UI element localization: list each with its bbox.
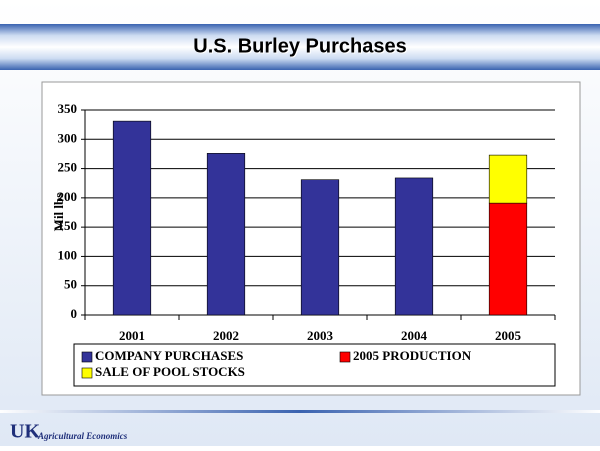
legend-label: SALE OF POOL STOCKS [95,364,245,379]
legend-swatch [81,367,93,379]
legend-swatch [81,351,93,363]
legend-label: 2005 PRODUCTION [353,348,472,363]
footer-department: Agricultural Economics [37,431,128,441]
title-shadow: U.S. Burley Purchases [194,36,407,58]
x-tick-label: 2005 [495,328,522,343]
x-tick-label: 2004 [401,328,428,343]
y-tick-label: 50 [64,277,77,292]
y-tick-label: 300 [58,130,78,145]
footer-logo: UK [10,421,40,443]
bar [300,179,340,316]
y-tick-label: 0 [71,306,78,321]
bar [488,154,528,204]
y-axis-label: Mil lbs [51,193,66,232]
x-tick-label: 2003 [307,328,334,343]
footer-line [0,410,600,413]
bar [394,177,434,316]
title-bar [0,24,600,70]
y-tick-label: 150 [58,218,78,233]
chart-title: U.S. Burley Purchases [193,35,406,57]
legend-swatch [339,351,351,363]
y-tick-label: 100 [58,247,78,262]
bar [112,120,152,316]
y-tick-label: 200 [58,189,78,204]
y-tick-label: 250 [58,160,78,175]
x-tick-label: 2001 [119,328,145,343]
legend-label: COMPANY PURCHASES [95,348,243,363]
bar [488,202,528,316]
bar [206,153,246,316]
y-tick-label: 350 [58,101,78,116]
x-tick-label: 2002 [213,328,239,343]
legend-box [73,343,556,387]
